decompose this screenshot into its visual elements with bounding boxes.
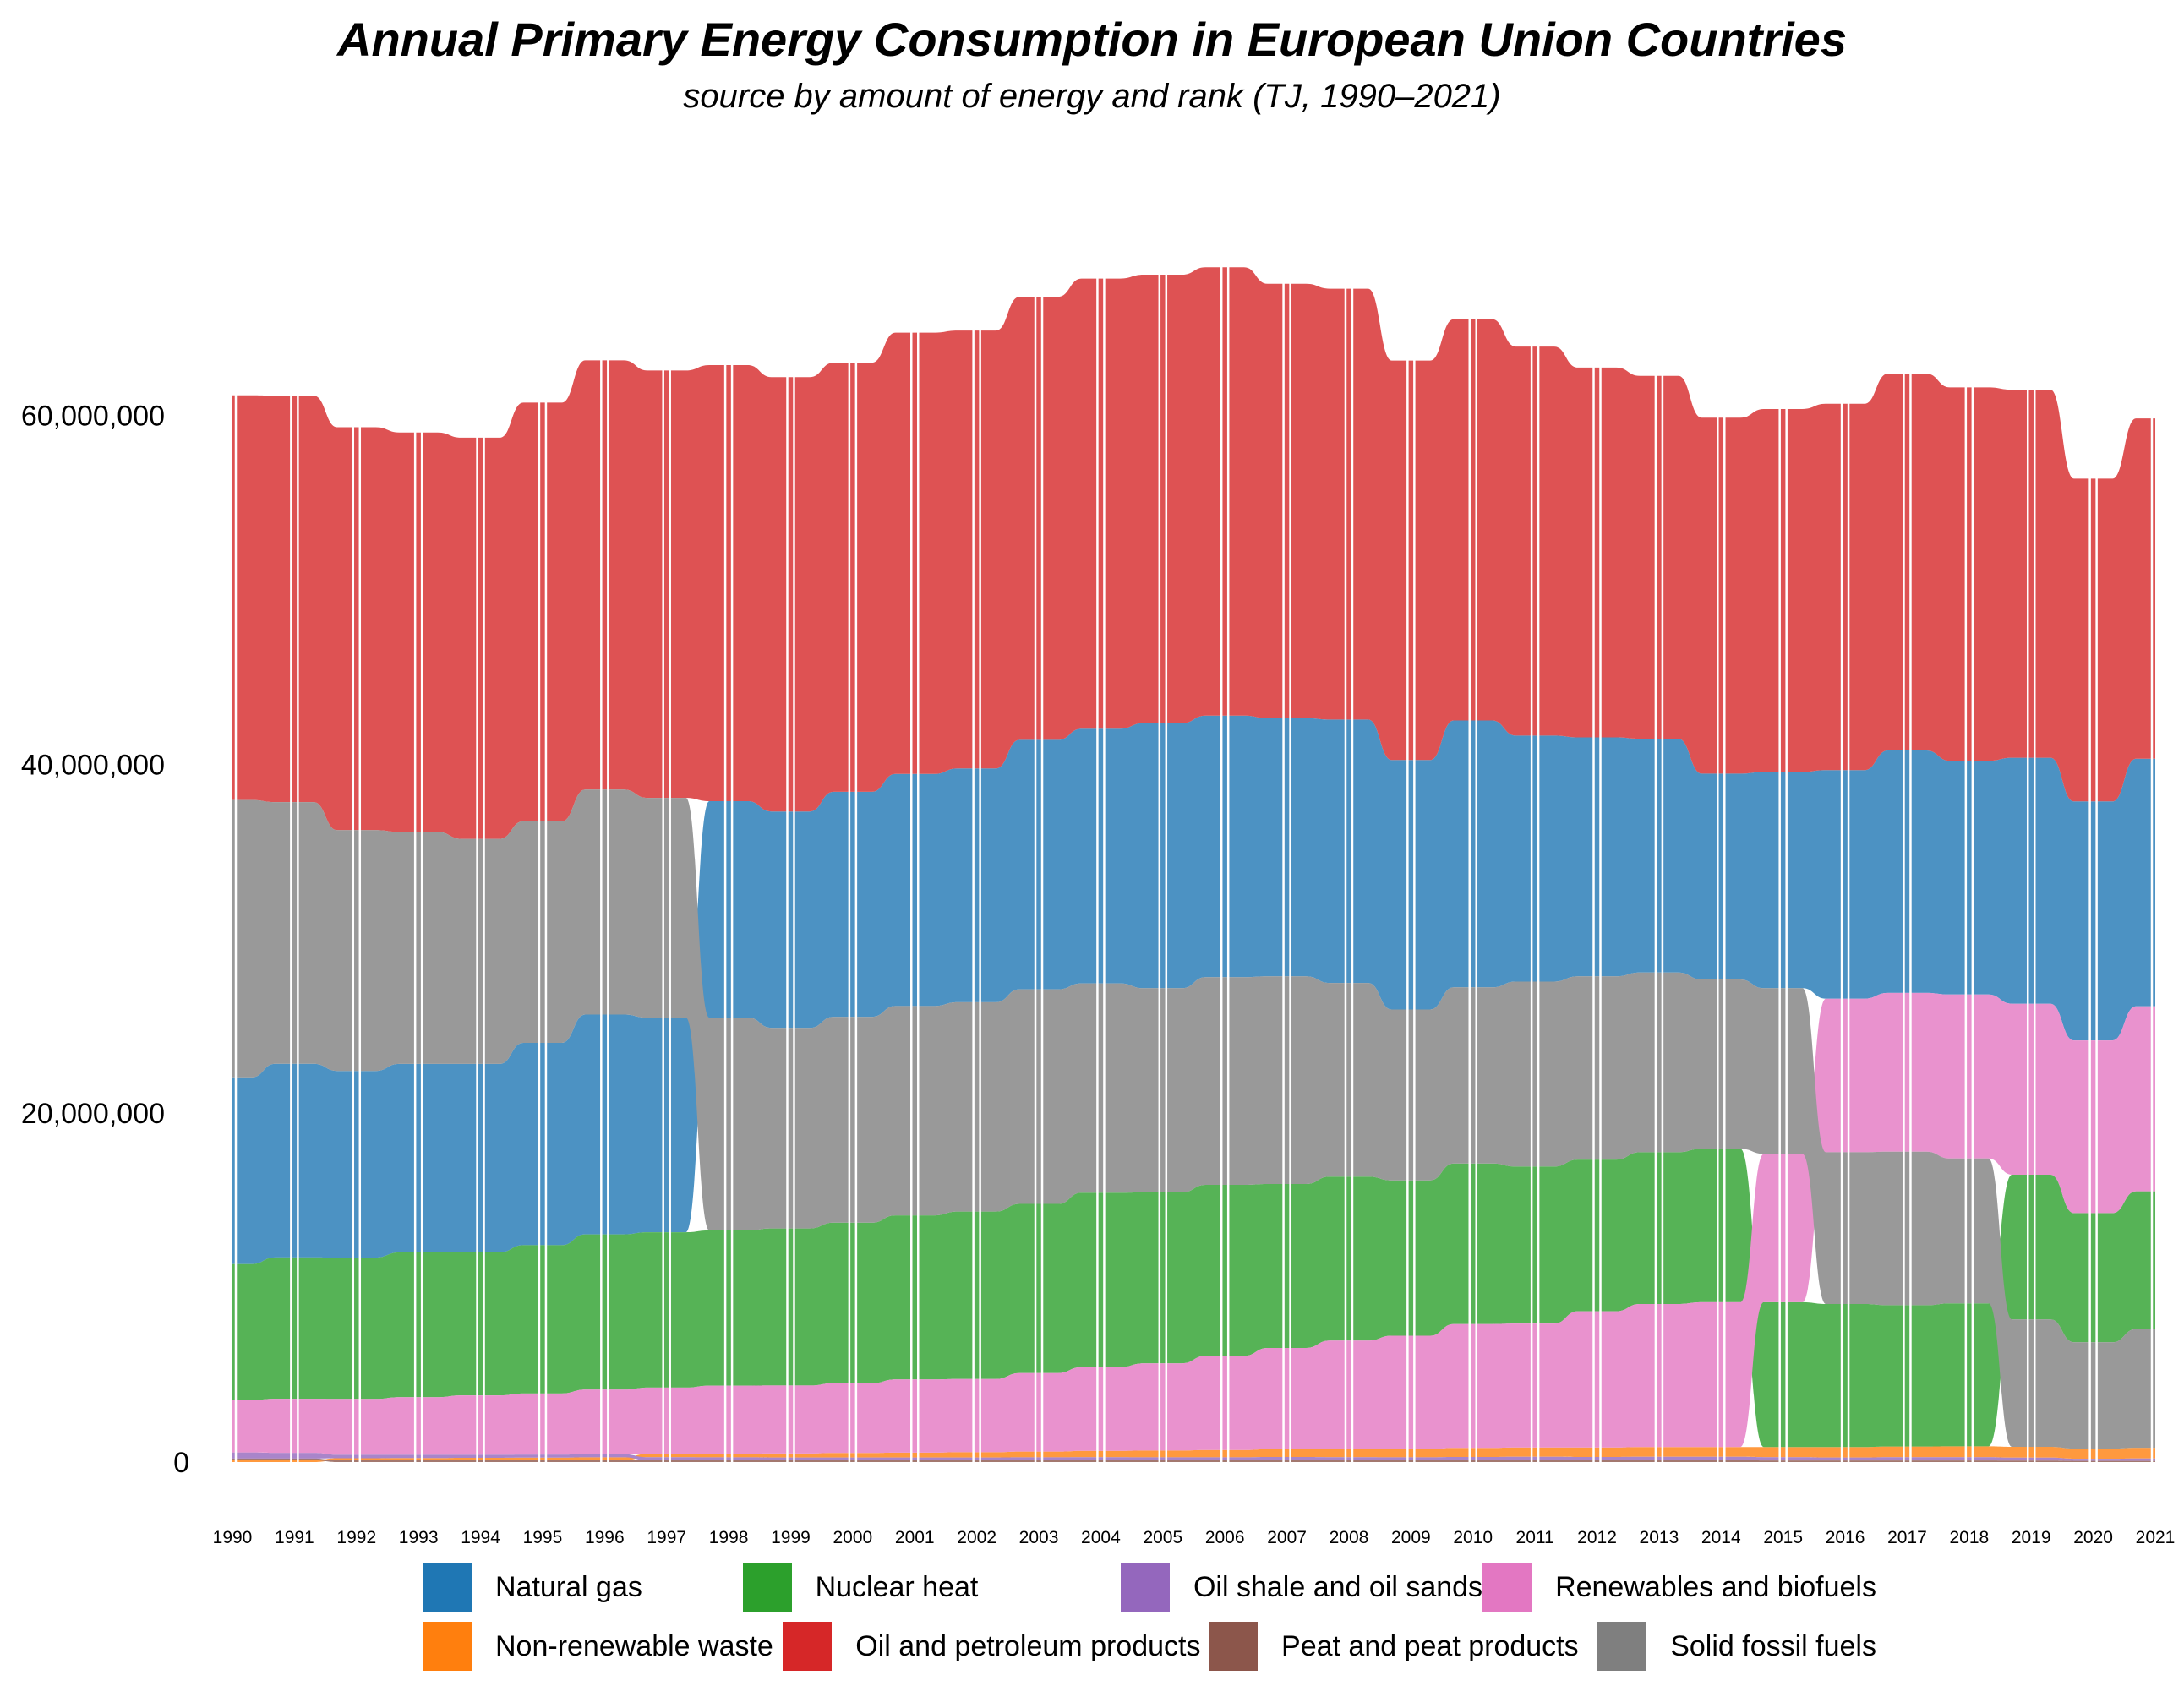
legend-swatch-oil-petroleum [783,1622,833,1671]
x-tick-label: 1994 [461,1528,500,1547]
legend-swatch-renewables [1482,1563,1532,1612]
legend-label-non-renewable-waste: Non-renewable waste [495,1629,773,1662]
y-tick-label: 60,000,000 [21,400,165,432]
x-tick-label: 2017 [1887,1528,1927,1547]
series-area-oil-shale-and-oil-sands [232,1452,2155,1461]
x-tick-label: 1991 [275,1528,314,1547]
x-tick-label: 1992 [336,1528,376,1547]
legend-swatch-nuclear-heat [742,1563,792,1612]
legend-label-solid-fossil: Solid fossil fuels [1670,1629,1876,1662]
y-tick-label: 40,000,000 [21,749,165,781]
x-tick-label: 2016 [1826,1528,1865,1547]
y-tick-label: 0 [173,1447,189,1479]
x-tick-label: 1993 [399,1528,439,1547]
x-tick-label: 2015 [1763,1528,1803,1547]
legend-label-peat: Peat and peat products [1281,1629,1579,1662]
x-tick-label: 2013 [1640,1528,1679,1547]
x-tick-label: 2003 [1019,1528,1059,1547]
x-tick-label: 2012 [1577,1528,1617,1547]
chart-title: Annual Primary Energy Consumption in Eur… [337,13,1847,66]
x-tick-label: 2006 [1205,1528,1245,1547]
series-area-renewables-and-biofuels [232,992,2155,1455]
legend-swatch-non-renewable-waste [423,1622,472,1671]
x-tick-label: 2004 [1081,1528,1121,1547]
x-tick-label: 2014 [1701,1528,1741,1547]
chart-subtitle: source by amount of energy and rank (TJ,… [683,78,1501,115]
legend-label-oil-petroleum: Oil and petroleum products [855,1629,1201,1662]
legend-swatch-natural-gas [423,1563,472,1612]
legend-item-non-renewable-waste: Non-renewable waste [423,1622,783,1671]
y-axis: 0 20,000,000 40,000,000 60,000,000 [21,400,189,1479]
y-tick-label: 20,000,000 [21,1098,165,1130]
series-area-nuclear-heat [232,1149,2155,1448]
legend-item-renewables: Renewables and biofuels [1482,1563,1876,1612]
x-tick-label: 1998 [709,1528,749,1547]
legend-swatch-peat [1209,1622,1259,1671]
area-bands [232,267,2155,1462]
legend-label-oil-shale: Oil shale and oil sands [1193,1570,1483,1603]
x-tick-label: 2018 [1949,1528,1989,1547]
x-tick-label: 2002 [957,1528,996,1547]
legend-item-peat: Peat and peat products [1209,1622,1597,1671]
x-tick-label: 2019 [2012,1528,2051,1547]
x-tick-label: 2021 [2136,1528,2176,1547]
legend-row-2: Non-renewable waste Oil and petroleum pr… [423,1621,1876,1672]
x-tick-label: 2010 [1453,1528,1493,1547]
legend: Natural gas Nuclear heat Oil shale and o… [423,1562,1876,1680]
x-tick-label: 2001 [895,1528,935,1547]
x-tick-label: 1999 [771,1528,811,1547]
x-tick-label: 1995 [523,1528,563,1547]
legend-item-nuclear-heat: Nuclear heat [742,1563,1121,1612]
legend-item-natural-gas: Natural gas [423,1563,743,1612]
x-tick-label: 2005 [1143,1528,1182,1547]
legend-swatch-solid-fossil [1597,1622,1647,1671]
legend-label-nuclear-heat: Nuclear heat [815,1570,979,1603]
series-area-peat-and-peat-products [232,1458,2155,1462]
x-tick-label: 2009 [1391,1528,1431,1547]
x-tick-label: 1997 [647,1528,686,1547]
x-axis: 1990 1991 1992 1993 1994 1995 1996 1997 1998 1999… [213,1528,2176,1547]
series-area-non-renewable-waste [232,1446,2155,1462]
x-tick-label: 2007 [1267,1528,1307,1547]
x-tick-label: 1996 [585,1528,625,1547]
x-tick-label: 2008 [1330,1528,1369,1547]
series-area-oil-and-petroleum-products [232,267,2155,839]
x-tick-label: 2000 [833,1528,873,1547]
series-area-solid-fossil-fuels [232,789,2155,1449]
legend-swatch-oil-shale [1120,1563,1170,1612]
series-area-natural-gas [232,715,2155,1264]
x-tick-label: 2011 [1516,1528,1554,1547]
year-separators [227,265,2160,1464]
legend-item-oil-petroleum: Oil and petroleum products [783,1622,1209,1671]
legend-label-natural-gas: Natural gas [495,1570,642,1603]
x-tick-label: 2020 [2073,1528,2113,1547]
legend-label-renewables: Renewables and biofuels [1555,1570,1876,1603]
legend-item-solid-fossil: Solid fossil fuels [1597,1622,1876,1671]
legend-item-oil-shale: Oil shale and oil sands [1120,1563,1483,1612]
legend-row-1: Natural gas Nuclear heat Oil shale and o… [423,1562,1876,1612]
x-tick-label: 1990 [213,1528,253,1547]
